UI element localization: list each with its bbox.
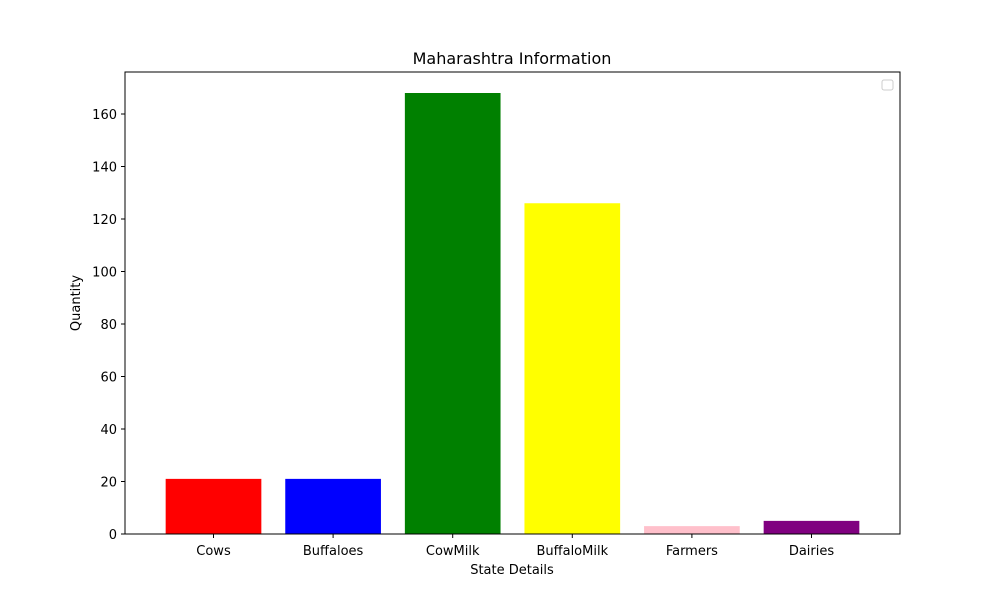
x-tick-label: BuffaloMilk bbox=[536, 544, 608, 559]
x-tick-label: Cows bbox=[196, 544, 231, 559]
bars-group bbox=[165, 93, 860, 534]
y-axis-label: Quantity bbox=[69, 275, 84, 331]
legend-box bbox=[881, 79, 894, 91]
bar-buffaloes bbox=[285, 478, 381, 534]
y-tick-label: 160 bbox=[92, 108, 117, 123]
y-tick-label: 120 bbox=[92, 213, 117, 228]
x-tick-label: Dairies bbox=[789, 544, 835, 559]
y-tick-label: 100 bbox=[92, 266, 117, 281]
x-tick-label: Buffaloes bbox=[303, 544, 364, 559]
bar-dairies bbox=[763, 520, 860, 534]
plot-frame bbox=[124, 71, 901, 535]
y-tick-label: 0 bbox=[109, 528, 117, 543]
bar-cows bbox=[165, 478, 262, 534]
y-tick-label: 60 bbox=[100, 371, 117, 386]
y-tick-label: 80 bbox=[100, 318, 117, 333]
y-tick-label: 20 bbox=[100, 476, 117, 491]
bar-cowmilk bbox=[404, 93, 501, 534]
bar-farmers bbox=[644, 526, 740, 534]
bar-buffalomilk bbox=[524, 203, 621, 534]
y-axis: 0 20 40 60 80 100 120 140 160 bbox=[92, 108, 125, 543]
x-tick-label: CowMilk bbox=[426, 544, 480, 559]
x-axis-label: State Details bbox=[470, 563, 554, 578]
x-tick-label: Farmers bbox=[666, 544, 718, 559]
y-tick-label: 140 bbox=[92, 161, 117, 176]
y-tick-label: 40 bbox=[100, 423, 117, 438]
chart-title: Maharashtra Information bbox=[413, 49, 612, 68]
x-axis: Cows Buffaloes CowMilk BuffaloMilk Farmers Da… bbox=[196, 534, 834, 559]
